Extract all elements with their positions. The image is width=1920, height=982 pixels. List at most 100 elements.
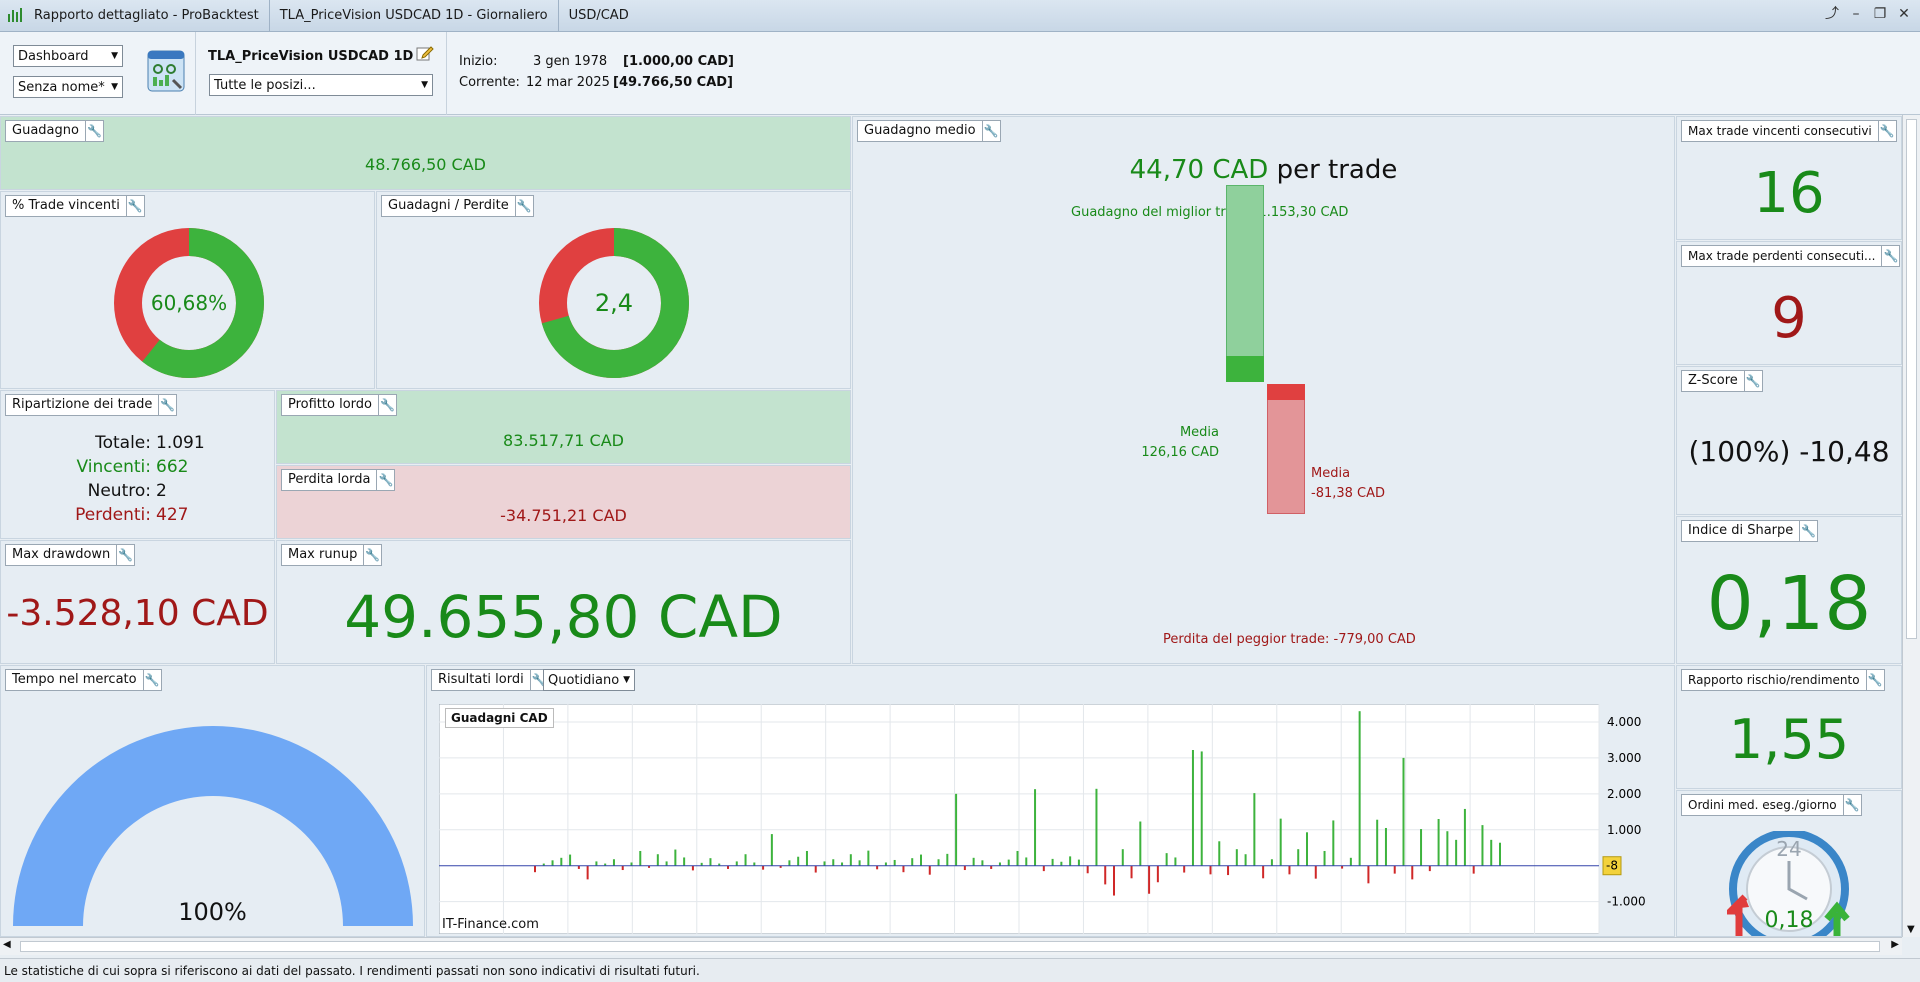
average-loss-bar bbox=[1267, 384, 1305, 400]
result-bar bbox=[1490, 839, 1493, 866]
result-bar bbox=[902, 865, 905, 873]
scroll-down-icon[interactable]: ▼ bbox=[1907, 924, 1915, 935]
wrench-icon[interactable]: 🔧 bbox=[363, 545, 381, 565]
max-consec-loss-title[interactable]: Max trade perdenti consecuti... 🔧 bbox=[1681, 245, 1901, 267]
result-bar bbox=[849, 854, 852, 866]
horizontal-scroll-thumb[interactable] bbox=[20, 941, 1880, 952]
scroll-right-icon[interactable]: ▶ bbox=[1891, 939, 1899, 950]
result-bar bbox=[534, 865, 536, 873]
horizontal-scrollbar[interactable]: ◀ ▶ bbox=[0, 937, 1902, 955]
gain-loss-title-label: Guadagni / Perdite bbox=[388, 198, 509, 213]
restore-icon[interactable]: ❐ bbox=[1873, 6, 1887, 22]
title-bar: Rapporto dettagliato - ProBacktest TLA_P… bbox=[0, 0, 1920, 32]
time-in-market-value: 100% bbox=[178, 898, 247, 926]
vertical-scrollbar[interactable]: ▼ bbox=[1902, 115, 1920, 937]
wrench-icon[interactable]: 🔧 bbox=[1881, 246, 1899, 266]
max-runup-panel: Max runup 🔧 49.655,80 CAD bbox=[276, 540, 851, 664]
period-select[interactable]: Quotidiano ▼ bbox=[543, 669, 635, 691]
gross-results-title-label: Risultati lordi bbox=[438, 672, 524, 687]
wrench-icon[interactable]: 🔧 bbox=[1865, 670, 1884, 690]
result-bar bbox=[665, 861, 668, 866]
win-rate-title[interactable]: % Trade vincenti 🔧 bbox=[5, 195, 145, 217]
result-bar bbox=[1104, 865, 1107, 885]
close-icon[interactable]: ✕ bbox=[1898, 6, 1910, 22]
max-runup-title[interactable]: Max runup 🔧 bbox=[281, 544, 383, 566]
gain-title[interactable]: Guadagno 🔧 bbox=[5, 120, 104, 142]
win-rate-win-arc bbox=[114, 228, 264, 378]
last-value-marker bbox=[1602, 856, 1622, 876]
wrench-icon[interactable]: 🔧 bbox=[529, 670, 548, 690]
result-bar bbox=[577, 865, 580, 869]
chart-bars bbox=[534, 711, 1501, 896]
orders-per-day-title[interactable]: Ordini med. eseg./giorno 🔧 bbox=[1681, 794, 1862, 816]
share-icon[interactable]: ⤴ bbox=[1825, 6, 1839, 22]
result-bar bbox=[1411, 865, 1414, 880]
wrench-icon[interactable]: 🔧 bbox=[142, 670, 161, 690]
time-in-market-title[interactable]: Tempo nel mercato 🔧 bbox=[5, 669, 162, 691]
edit-icon[interactable] bbox=[416, 44, 434, 62]
positions-select[interactable]: Tutte le posizi... ▼ bbox=[209, 74, 433, 96]
breakdown-title[interactable]: Ripartizione dei trade 🔧 bbox=[5, 394, 178, 416]
wrench-icon[interactable]: 🔧 bbox=[158, 395, 176, 415]
view-select[interactable]: Dashboard ▼ bbox=[13, 45, 123, 67]
result-bar bbox=[1402, 757, 1405, 866]
gain-loss-title[interactable]: Guadagni / Perdite 🔧 bbox=[381, 195, 534, 217]
clock-icon bbox=[1727, 831, 1850, 936]
result-bar bbox=[1095, 788, 1098, 866]
result-bar bbox=[1376, 819, 1379, 866]
wrench-icon[interactable]: 🔧 bbox=[125, 196, 144, 216]
breakdown-title-label: Ripartizione dei trade bbox=[12, 397, 153, 412]
avg-gain-title[interactable]: Guadagno medio 🔧 bbox=[857, 120, 1001, 142]
risk-reward-title[interactable]: Rapporto rischio/rendimento 🔧 bbox=[1681, 669, 1885, 691]
result-bar bbox=[1262, 865, 1265, 879]
max-consec-win-title[interactable]: Max trade vincenti consecutivi 🔧 bbox=[1681, 120, 1897, 142]
y-tick-label: 2.000 bbox=[1607, 787, 1641, 801]
max-drawdown-title[interactable]: Max drawdown 🔧 bbox=[5, 544, 136, 566]
gross-results-title[interactable]: Risultati lordi 🔧 bbox=[431, 669, 549, 691]
gross-profit-title[interactable]: Profitto lordo 🔧 bbox=[281, 394, 397, 416]
result-bar bbox=[1332, 820, 1335, 866]
gross-profit-value: 83.517,71 CAD bbox=[503, 431, 624, 450]
sharpe-title[interactable]: Indice di Sharpe 🔧 bbox=[1681, 520, 1819, 542]
minimize-icon[interactable]: – bbox=[1852, 6, 1860, 22]
risk-reward-title-label: Rapporto rischio/rendimento bbox=[1688, 673, 1860, 687]
result-bar bbox=[1253, 793, 1256, 866]
result-bar bbox=[963, 865, 966, 871]
gross-results-panel: Risultati lordi 🔧 Quotidiano ▼ 4.000 3.000 2… bbox=[426, 665, 1675, 937]
scroll-left-icon[interactable]: ◀ bbox=[3, 939, 11, 950]
result-bar bbox=[814, 865, 817, 873]
current-capital: [49.766,50 CAD] bbox=[613, 75, 733, 90]
result-bar bbox=[612, 859, 615, 866]
chevron-down-icon: ▼ bbox=[421, 80, 428, 90]
z-score-title[interactable]: Z-Score 🔧 bbox=[1681, 370, 1763, 392]
positions-select-value: Tutte le posizi... bbox=[214, 77, 316, 93]
wrench-icon[interactable]: 🔧 bbox=[1799, 521, 1817, 541]
wrench-icon[interactable]: 🔧 bbox=[377, 395, 396, 415]
gross-loss-title[interactable]: Perdita lorda 🔧 bbox=[281, 469, 396, 491]
wrench-icon[interactable]: 🔧 bbox=[116, 545, 134, 565]
chart-watermark: IT-Finance.com bbox=[442, 917, 539, 932]
result-bar bbox=[1455, 839, 1458, 866]
result-bar bbox=[1244, 854, 1247, 866]
wrench-icon[interactable]: 🔧 bbox=[84, 121, 103, 141]
worst-trade-bar bbox=[1267, 384, 1305, 514]
trade-breakdown-panel: Ripartizione dei trade 🔧 Totale: 1.091 Vin… bbox=[0, 390, 275, 539]
result-bar bbox=[753, 862, 756, 866]
gain-loss-gain-arc bbox=[539, 228, 689, 378]
average-win-label: Media bbox=[1179, 425, 1219, 440]
wrench-icon[interactable]: 🔧 bbox=[376, 470, 394, 490]
wrench-icon[interactable]: 🔧 bbox=[981, 121, 1000, 141]
layout-name-select[interactable]: Senza nome* ▼ bbox=[13, 76, 123, 98]
result-bar bbox=[1420, 829, 1423, 866]
average-loss-label: Media bbox=[1311, 466, 1351, 481]
wrench-icon[interactable]: 🔧 bbox=[1842, 795, 1861, 815]
wrench-icon[interactable]: 🔧 bbox=[1877, 121, 1896, 141]
dashboard-settings-icon[interactable] bbox=[147, 50, 185, 92]
window-title-instrument: USD/CAD bbox=[568, 7, 629, 23]
wrench-icon[interactable]: 🔧 bbox=[514, 196, 533, 216]
wrench-icon[interactable]: 🔧 bbox=[1743, 371, 1762, 391]
result-bar bbox=[1060, 861, 1063, 866]
vertical-scroll-thumb[interactable] bbox=[1906, 119, 1917, 639]
result-bar bbox=[1367, 865, 1370, 884]
result-bar bbox=[1358, 711, 1361, 866]
